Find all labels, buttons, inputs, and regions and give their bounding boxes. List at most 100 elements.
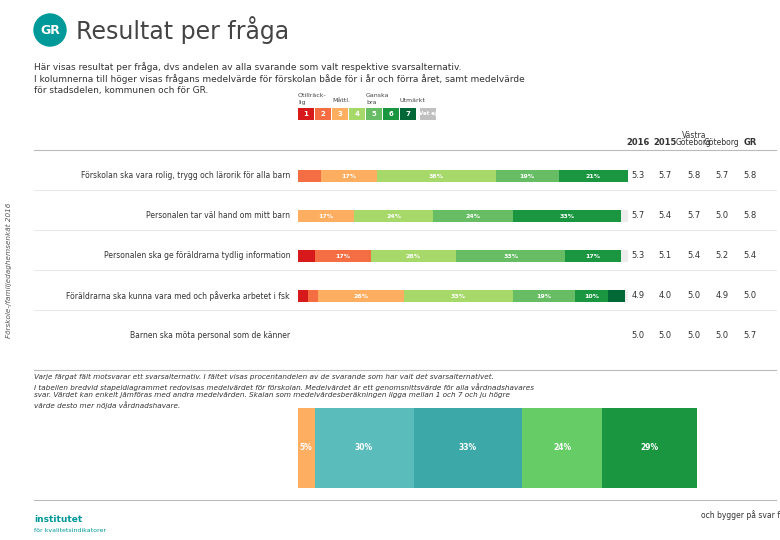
- Text: 1: 1: [303, 111, 308, 117]
- Bar: [575, 290, 608, 302]
- Bar: [622, 250, 628, 262]
- Text: och bygger på svar från 42 vårdnadshavare av 63 möjliga, alltså 66.7%: och bygger på svar från 42 vårdnadshavar…: [701, 510, 780, 520]
- Text: Resultat per fråga: Resultat per fråga: [76, 16, 289, 44]
- Text: Vet ej: Vet ej: [419, 111, 437, 117]
- Text: Förskolan ska vara rolig, trygg och lärorik för alla barn: Förskolan ska vara rolig, trygg och läro…: [81, 172, 290, 180]
- Text: 5.0: 5.0: [632, 332, 644, 341]
- Text: 2: 2: [321, 111, 325, 117]
- Bar: [298, 408, 314, 488]
- Text: 24%: 24%: [386, 213, 401, 219]
- Text: Otillräck-: Otillräck-: [298, 93, 327, 98]
- Text: Göteborg: Göteborg: [676, 138, 712, 147]
- Text: 5.1: 5.1: [658, 252, 672, 260]
- Text: institutet: institutet: [34, 516, 82, 524]
- Text: Här visas resultat per fråga, dvs andelen av alla svarande som valt respektive s: Här visas resultat per fråga, dvs andele…: [34, 62, 462, 72]
- Text: bra: bra: [366, 100, 377, 105]
- Text: I tabellen bredvid stapeldiagrammet redovisas medelvärdet för förskolan. Medelvä: I tabellen bredvid stapeldiagrammet redo…: [34, 383, 534, 391]
- Text: svar. Värdet kan enkelt jämföras med andra medelvärden. Skalan som medelvärdesbe: svar. Värdet kan enkelt jämföras med and…: [34, 392, 510, 398]
- Bar: [315, 108, 331, 120]
- Text: lig: lig: [298, 100, 306, 105]
- Text: 4.9: 4.9: [715, 292, 729, 300]
- Bar: [420, 108, 436, 120]
- Text: 19%: 19%: [537, 294, 551, 299]
- Text: 5.7: 5.7: [631, 212, 644, 220]
- Text: 7: 7: [406, 111, 410, 117]
- Text: 19%: 19%: [519, 173, 535, 179]
- Bar: [625, 290, 628, 302]
- Text: Varje färgat fält motsvarar ett svarsalternativ. I fältet visas procentandelen a: Varje färgat fält motsvarar ett svarsalt…: [34, 374, 494, 380]
- Bar: [349, 108, 365, 120]
- Text: 5.4: 5.4: [743, 252, 757, 260]
- Text: 5.0: 5.0: [743, 292, 757, 300]
- Bar: [512, 290, 575, 302]
- Text: 5.2: 5.2: [715, 252, 729, 260]
- Bar: [400, 108, 416, 120]
- Text: 5.3: 5.3: [631, 172, 644, 180]
- Text: 17%: 17%: [335, 253, 350, 259]
- Bar: [308, 290, 317, 302]
- Text: 5: 5: [371, 111, 377, 117]
- Bar: [456, 250, 566, 262]
- Text: Förskole-/familjedaghemsenkät 2016: Förskole-/familjedaghemsenkät 2016: [6, 202, 12, 338]
- Text: Personalen ska ge föräldrarna tydlig information: Personalen ska ge föräldrarna tydlig inf…: [104, 252, 290, 260]
- Text: 2016: 2016: [626, 138, 650, 147]
- Text: 30%: 30%: [355, 443, 373, 453]
- Text: 3: 3: [338, 111, 342, 117]
- Bar: [523, 408, 601, 488]
- Text: 5.8: 5.8: [743, 172, 757, 180]
- Text: värde desto mer nöjda vårdnadshavare.: värde desto mer nöjda vårdnadshavare.: [34, 401, 180, 409]
- Text: 24%: 24%: [553, 443, 571, 453]
- Text: 10%: 10%: [584, 294, 599, 299]
- Text: 5.7: 5.7: [687, 212, 700, 220]
- Text: 5.8: 5.8: [743, 212, 757, 220]
- Text: Barnen ska möta personal som de känner: Barnen ska möta personal som de känner: [130, 332, 290, 341]
- Bar: [298, 250, 314, 262]
- Text: I kolumnerna till höger visas frågans medelvärde för förskolan både för i år och: I kolumnerna till höger visas frågans me…: [34, 74, 525, 84]
- Text: 17%: 17%: [318, 213, 334, 219]
- Bar: [298, 170, 321, 182]
- Text: 24%: 24%: [466, 213, 480, 219]
- Text: 33%: 33%: [451, 294, 466, 299]
- Text: 5.8: 5.8: [687, 172, 700, 180]
- Text: 4: 4: [354, 111, 360, 117]
- Bar: [496, 170, 558, 182]
- Text: 5.7: 5.7: [658, 172, 672, 180]
- Text: Utmärkt: Utmärkt: [400, 98, 426, 103]
- Text: Föräldrarna ska kunna vara med och påverka arbetet i fsk: Föräldrarna ska kunna vara med och påver…: [66, 291, 290, 301]
- Bar: [317, 290, 403, 302]
- Text: Västra: Västra: [682, 131, 706, 140]
- Text: 33%: 33%: [459, 443, 477, 453]
- Bar: [378, 170, 496, 182]
- Text: Måttl.: Måttl.: [332, 98, 350, 103]
- Text: 5.0: 5.0: [715, 332, 729, 341]
- Text: GR: GR: [40, 24, 60, 37]
- Bar: [370, 250, 456, 262]
- Bar: [298, 290, 308, 302]
- Bar: [566, 250, 622, 262]
- Text: 6: 6: [388, 111, 393, 117]
- Bar: [298, 210, 354, 222]
- Text: 17%: 17%: [586, 253, 601, 259]
- Text: 26%: 26%: [353, 294, 368, 299]
- Bar: [403, 290, 512, 302]
- Bar: [608, 290, 625, 302]
- Bar: [332, 108, 348, 120]
- Text: 4.0: 4.0: [658, 292, 672, 300]
- Text: 5.3: 5.3: [631, 252, 644, 260]
- Bar: [601, 408, 697, 488]
- Bar: [314, 250, 370, 262]
- Bar: [383, 108, 399, 120]
- Text: för kvalitetsindikatorer: för kvalitetsindikatorer: [34, 528, 106, 532]
- Text: 5.7: 5.7: [743, 332, 757, 341]
- Text: 4.9: 4.9: [632, 292, 644, 300]
- Bar: [321, 170, 378, 182]
- Text: 36%: 36%: [429, 173, 444, 179]
- Bar: [622, 210, 628, 222]
- Text: 5.0: 5.0: [687, 292, 700, 300]
- Text: 5.0: 5.0: [658, 332, 672, 341]
- Text: 26%: 26%: [406, 253, 421, 259]
- Circle shape: [34, 14, 66, 46]
- Bar: [314, 408, 413, 488]
- Text: 17%: 17%: [342, 173, 356, 179]
- Bar: [354, 210, 434, 222]
